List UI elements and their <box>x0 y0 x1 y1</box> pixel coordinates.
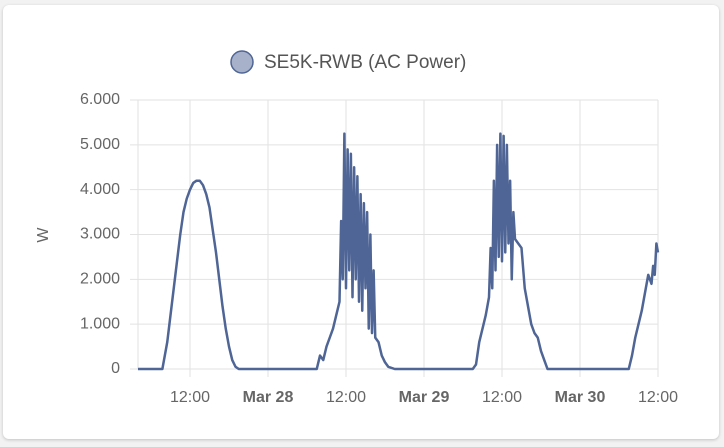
y-tick-label: 3.000 <box>80 226 120 243</box>
y-tick-label: 6.000 <box>80 91 120 108</box>
x-tick-label: 12:00 <box>482 389 522 406</box>
x-tick-label: 12:00 <box>170 389 210 406</box>
legend-label: SE5K-RWB (AC Power) <box>264 52 466 73</box>
x-tick-label: Mar 29 <box>399 389 450 406</box>
x-tick-label: Mar 30 <box>555 389 606 406</box>
y-tick-label: 5.000 <box>80 136 120 153</box>
x-tick-label: Mar 28 <box>243 389 294 406</box>
legend-swatch <box>230 50 254 74</box>
y-tick-label: 0 <box>111 360 120 377</box>
y-tick-label: 1.000 <box>80 315 120 332</box>
x-tick-label: 12:00 <box>638 389 678 406</box>
y-tick-label: 2.000 <box>80 271 120 288</box>
x-tick-label: 12:00 <box>326 389 366 406</box>
y-axis-label: W <box>35 227 52 243</box>
data-line <box>138 132 660 371</box>
y-tick-label: 4.000 <box>80 181 120 198</box>
